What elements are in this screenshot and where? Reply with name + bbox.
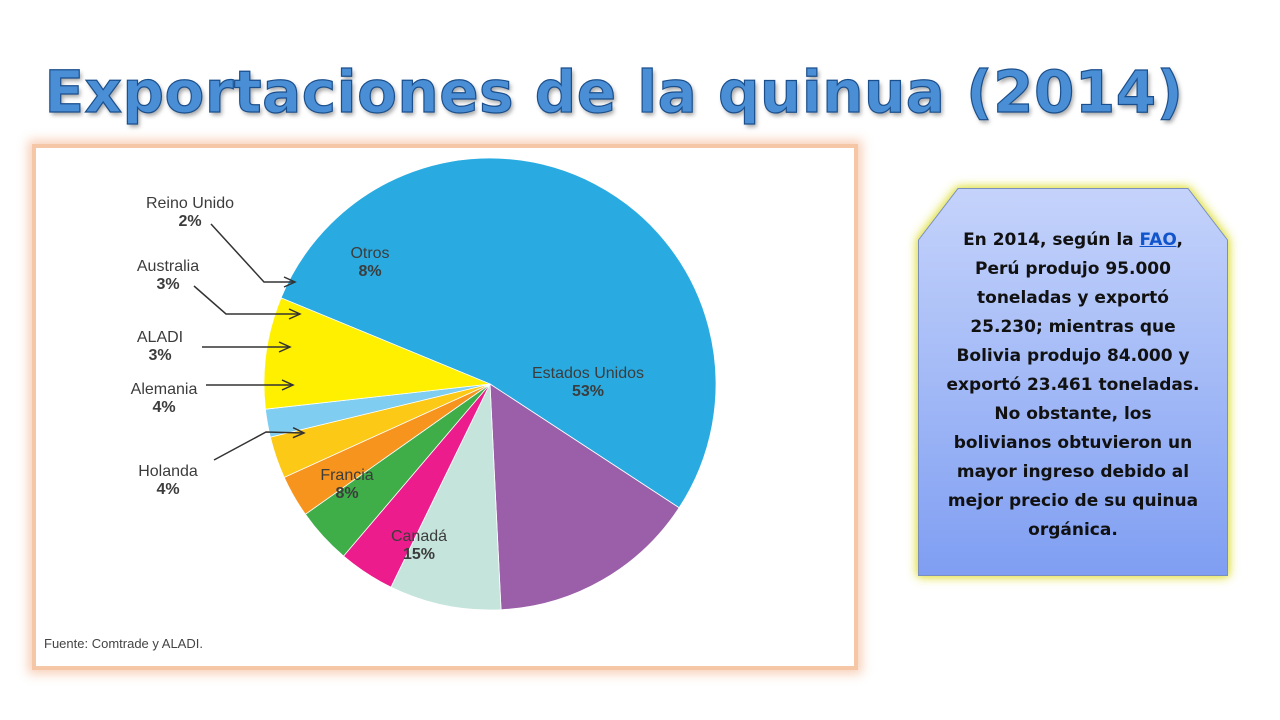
pie-slice-canada [489,383,680,611]
leader-arrowhead-alemania [281,379,295,391]
leader-line-holanda [213,431,305,461]
slice-value-estados-unidos: 53% [572,383,604,400]
pie-chart: Estados Unidos53%Canadá15%Francia8%Holan… [131,157,717,611]
slice-value-australia: 3% [156,276,179,293]
slice-label-otros: Otros [350,245,389,262]
leader-line-reino-unido [210,223,295,283]
slice-label-francia: Francia [320,467,373,484]
fao-link[interactable]: FAO [1139,230,1177,250]
leader-arrowhead-aladi [278,341,292,353]
leader-line-australia [193,285,300,315]
leader-arrowhead-reino-unido [283,276,297,288]
pie-slice-otros [263,297,491,410]
slice-label-reino-unido: Reino Unido [146,195,234,212]
slice-value-holanda: 4% [156,481,179,498]
slice-label-estados-unidos: Estados Unidos [532,365,644,382]
slide-title: Exportaciones de la quinua (2014) [44,57,1184,126]
slice-value-canada: 15% [403,546,435,563]
chart-frame: Estados Unidos 53% Canadá 15% Francia 8% Holan… [36,148,854,666]
slice-value-francia: 8% [335,485,358,502]
leader-arrowhead-australia [288,308,302,320]
callout-text-after: , Perú produjo 95.000 toneladas y export… [946,230,1200,540]
slice-label-alemania: Alemania [131,381,198,398]
slice-label-aladi: ALADI [137,329,183,346]
slice-value-otros: 8% [358,263,381,280]
slice-label-australia: Australia [137,258,199,275]
callout-text: En 2014, según la FAO, Perú produjo 95.0… [946,226,1200,545]
info-callout: En 2014, según la FAO, Perú produjo 95.0… [918,188,1228,576]
slice-value-alemania: 4% [152,399,175,416]
pie-slice-francia [390,383,502,611]
slice-label-canada: Canadá [391,528,447,545]
slice-value-aladi: 3% [148,347,171,364]
slice-label-holanda: Holanda [138,463,198,480]
callout-text-before: En 2014, según la [963,230,1140,250]
leader-arrowhead-holanda [292,427,306,439]
pie-slice-estados-unidos [280,157,717,509]
slice-value-reino-unido: 2% [178,213,201,230]
chart-source-note: Fuente: Comtrade y ALADI. [44,636,203,651]
